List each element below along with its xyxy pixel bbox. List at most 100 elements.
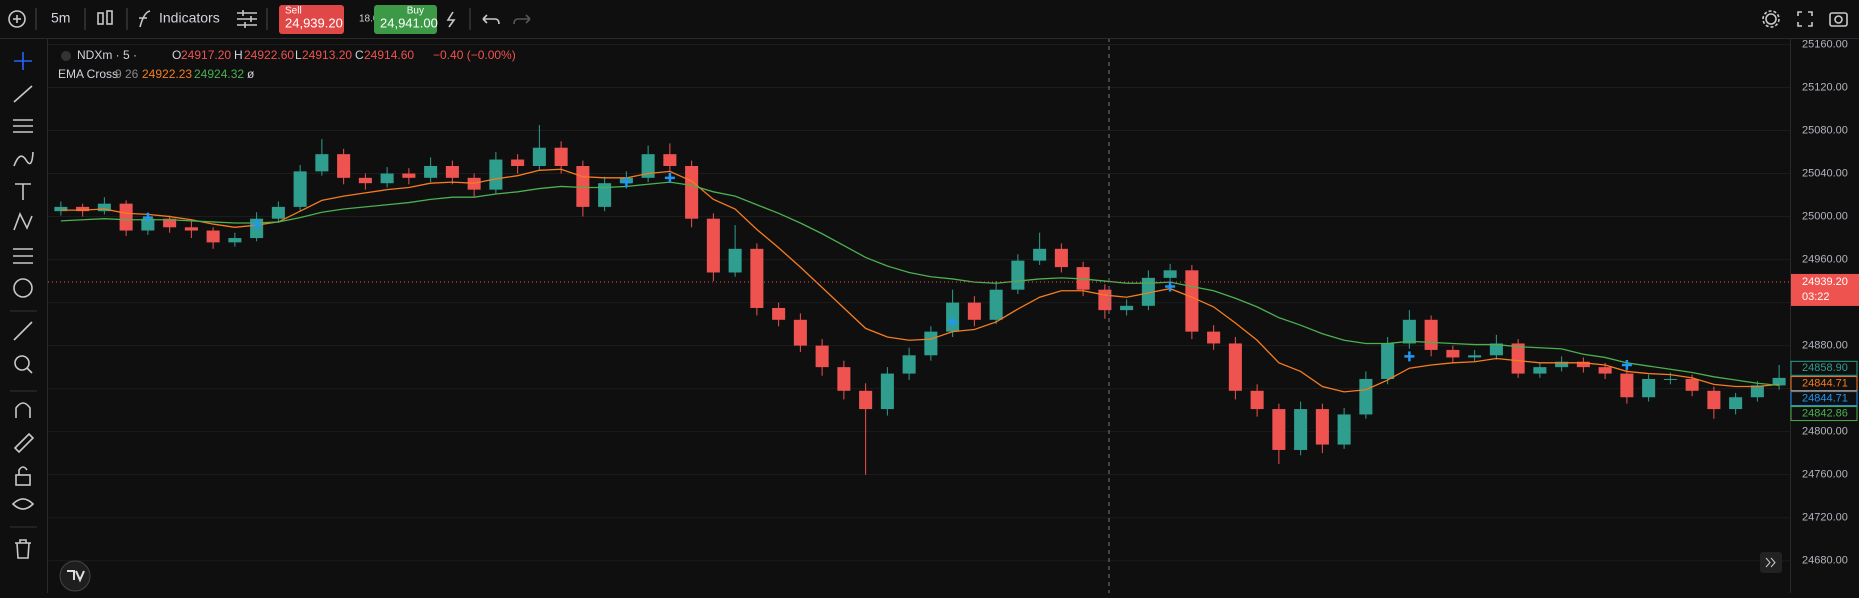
candle-body	[554, 147, 568, 166]
candle-body	[859, 390, 873, 410]
indicator-extra: ø	[247, 67, 255, 81]
candle-body	[1272, 409, 1286, 450]
y-tick-label: 25000.00	[1802, 210, 1848, 222]
candle-body	[728, 248, 742, 273]
price-axis: 25160.00 25120.00 25080.00 25040.00 25000.00…	[1790, 38, 1859, 594]
candle-body	[1685, 378, 1699, 391]
cross-marker	[1621, 359, 1632, 370]
zoom[interactable]	[14, 355, 30, 371]
candle-body	[380, 173, 394, 184]
candle-body	[576, 165, 590, 207]
series-tag-label: 24858.90	[1802, 362, 1848, 374]
candle-body	[1663, 378, 1677, 380]
templates[interactable]	[237, 10, 257, 28]
redo[interactable]	[513, 14, 531, 25]
candle-body	[293, 171, 307, 207]
candle-body	[1511, 343, 1525, 374]
fib[interactable]	[13, 119, 33, 133]
undo[interactable]	[482, 14, 500, 25]
drawing-tools	[11, 52, 35, 559]
indicators[interactable]: Indicators	[159, 10, 220, 26]
chart-type[interactable]	[97, 12, 104, 25]
candle-body	[206, 230, 220, 243]
candle-body	[119, 203, 133, 231]
candle-body	[1141, 277, 1155, 306]
candle-body	[445, 165, 459, 178]
fullscreen[interactable]	[1797, 11, 1813, 27]
left-toolbar	[0, 39, 47, 593]
cross-marker	[621, 177, 632, 188]
interval[interactable]: 5m	[51, 10, 70, 26]
top-toolbar	[0, 0, 1859, 38]
candle-body	[1555, 361, 1569, 368]
forecast[interactable]	[13, 248, 33, 264]
series-tag-label: 24842.86	[1802, 407, 1848, 419]
cross-marker	[1404, 351, 1415, 362]
crosshair-tool[interactable]	[14, 52, 32, 70]
y-tick-label: 24720.00	[1802, 512, 1848, 524]
plot	[48, 43, 1790, 562]
candle-body	[1424, 319, 1438, 350]
add-symbol[interactable]	[8, 10, 26, 28]
series-tag-label: 24844.71	[1802, 392, 1848, 404]
ema-fast: 24922.23	[142, 67, 192, 81]
candle-body	[1576, 361, 1590, 368]
legend-value: 24922.60	[244, 48, 294, 62]
candle-body	[1054, 248, 1068, 268]
candle-body	[184, 227, 198, 231]
ruler[interactable]	[13, 321, 33, 341]
candle-body	[1163, 270, 1177, 278]
y-tick-label: 25160.00	[1802, 38, 1848, 50]
candle-body	[97, 203, 111, 212]
emoji[interactable]	[13, 278, 33, 298]
candle-body	[511, 159, 525, 166]
scroll-button[interactable]	[1760, 552, 1782, 573]
symbol[interactable]: NDXm · 5 ·	[77, 48, 137, 62]
candle-body	[228, 238, 242, 243]
indicator-name[interactable]: EMA Cross	[58, 67, 118, 81]
pattern[interactable]	[13, 212, 33, 231]
snapshot[interactable]	[1829, 12, 1848, 27]
scroll-icon	[1765, 557, 1776, 568]
candle-body	[598, 183, 612, 207]
candle-body	[1468, 355, 1482, 358]
cross-marker	[664, 172, 675, 183]
indicator-params: 9 26	[115, 67, 139, 81]
candle-body	[1250, 390, 1264, 410]
fx-icon	[139, 10, 151, 28]
candle-body	[1750, 385, 1764, 398]
magnet[interactable]	[15, 402, 31, 418]
delete[interactable]	[15, 539, 31, 559]
brush[interactable]	[13, 151, 34, 167]
candle-body	[1381, 343, 1395, 379]
legend-label: C	[355, 48, 364, 62]
candle-body	[1359, 378, 1373, 415]
y-tick-label: 25120.00	[1802, 81, 1848, 93]
buy-button[interactable]	[374, 5, 437, 34]
lightning[interactable]	[446, 11, 456, 28]
candle-body	[163, 218, 177, 228]
text-tool[interactable]	[15, 183, 31, 200]
visibility[interactable]	[11, 498, 35, 510]
settings[interactable]	[1765, 13, 1777, 25]
sell-price: 24,939.20	[285, 15, 343, 30]
candle-body	[1729, 397, 1743, 410]
y-tick-label: 24680.00	[1802, 555, 1848, 567]
ema-line	[60, 181, 1780, 387]
price-tag	[1791, 273, 1859, 306]
candle-body	[750, 248, 764, 308]
legend-value: 24917.20	[181, 48, 231, 62]
y-tick-label: 24960.00	[1802, 253, 1848, 265]
trend-line[interactable]	[13, 85, 33, 103]
candle-body	[1337, 414, 1351, 445]
lock[interactable]	[15, 474, 31, 486]
legend-label: L	[295, 48, 302, 62]
candle-body	[1011, 260, 1025, 290]
sell-button[interactable]	[279, 5, 344, 34]
lock-draw[interactable]	[13, 432, 35, 454]
candle-body	[1120, 305, 1134, 311]
cross-marker	[947, 316, 958, 327]
y-tick-label: 24880.00	[1802, 340, 1848, 352]
